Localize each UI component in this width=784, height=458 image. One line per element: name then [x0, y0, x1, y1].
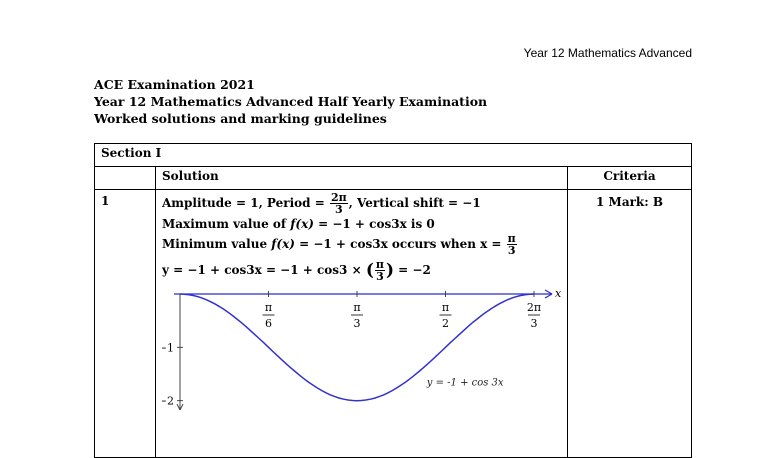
- solution-line-1: Amplitude = 1, Period = 2π 3, Vertical sh…: [162, 192, 561, 215]
- solution-text: = −1 + cos3x is 0: [313, 217, 435, 231]
- solution-text: , Vertical shift = −1: [348, 196, 481, 210]
- marking-table: Section I Solution Criteria 1 Amplitude …: [93, 143, 693, 458]
- x-tick-denominator: 2: [442, 317, 449, 330]
- x-tick-denominator: 3: [531, 317, 538, 330]
- exam-title: ACE Examination 2021: [94, 77, 255, 92]
- x-tick-numerator: π: [265, 301, 272, 314]
- fraction-numerator: π: [374, 258, 385, 271]
- function-symbol: f(x): [290, 217, 314, 231]
- x-axis-arrow: [544, 289, 553, 299]
- running-header: Year 12 Mathematics Advanced: [523, 46, 692, 60]
- x-tick-denominator: 6: [265, 317, 272, 330]
- x-tick-numerator: π: [353, 301, 360, 314]
- solution-text: y = −1 + cos3x = −1 + cos3 ×: [162, 263, 366, 277]
- number-header-cell: [94, 166, 156, 190]
- x-tick-numerator: 2π: [527, 301, 541, 314]
- solution-text: = −1 + cos3x occurs when x =: [294, 237, 506, 251]
- question-number: 1: [94, 189, 156, 458]
- cosine-curve: [179, 293, 535, 402]
- solution-text: Minimum value: [162, 237, 272, 251]
- fraction-denominator: 3: [507, 244, 516, 257]
- y-axis-arrow: [176, 403, 184, 411]
- fraction-numerator: π: [506, 232, 517, 245]
- solution-cell: Amplitude = 1, Period = 2π 3, Vertical sh…: [155, 189, 568, 458]
- criteria-mark: 1 Mark: B: [566, 189, 693, 458]
- y-tick-label: −2: [162, 395, 174, 408]
- curve-label: y = -1 + cos 3x: [426, 378, 504, 389]
- fraction-denominator: 3: [376, 270, 384, 283]
- solution-header: Solution: [155, 166, 568, 190]
- criteria-header: Criteria: [566, 166, 693, 190]
- x-tick-numerator: π: [442, 301, 449, 314]
- solution-text: Maximum value of: [162, 217, 291, 231]
- section-heading: Section I: [93, 143, 693, 167]
- fraction-numerator: 2π: [329, 191, 348, 204]
- x-tick-denominator: 3: [354, 317, 361, 330]
- y-tick-label: −1: [162, 341, 174, 354]
- solution-line-4: y = −1 + cos3x = −1 + cos3 × (π 3) = −2: [162, 258, 431, 283]
- cosine-graph: x π 6 π 3 π 2 2π 3 −1 −2 y = -1 + cos 3x: [162, 287, 562, 411]
- x-axis-label: x: [555, 287, 562, 300]
- document-titles: ACE Examination 2021 Year 12 Mathematics…: [94, 76, 487, 127]
- guidelines-title: Worked solutions and marking guidelines: [94, 111, 387, 126]
- solution-line-2: Maximum value of f(x) = −1 + cos3x is 0: [162, 215, 561, 233]
- exam-subtitle: Year 12 Mathematics Advanced Half Yearly…: [94, 94, 488, 109]
- solution-text: Amplitude = 1, Period =: [162, 196, 329, 210]
- solution-line-3: Minimum value f(x) = −1 + cos3x occurs w…: [162, 233, 561, 256]
- fraction-denominator: 3: [334, 203, 343, 216]
- solution-text: = −2: [393, 263, 431, 277]
- function-symbol: f(x): [271, 237, 295, 251]
- period-fraction: 2π 3: [329, 191, 348, 216]
